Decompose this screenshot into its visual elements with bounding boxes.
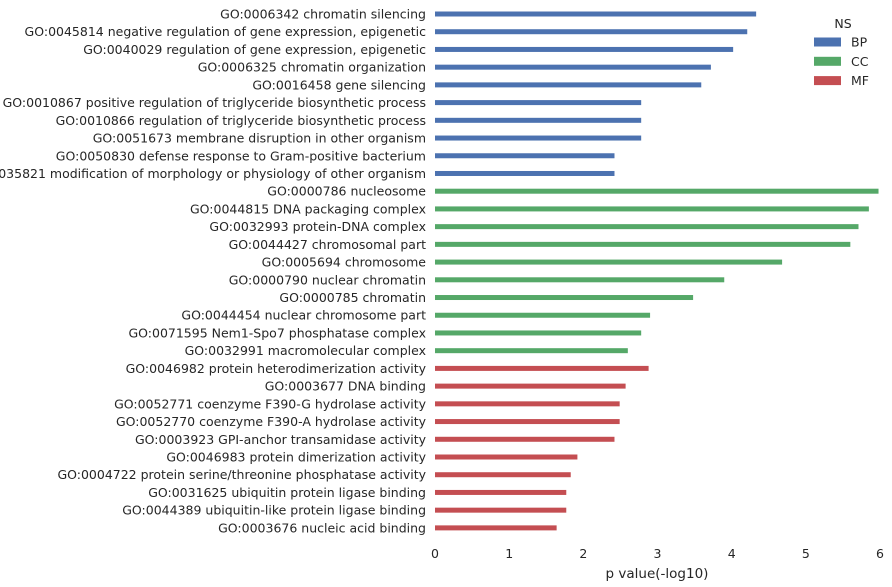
legend-swatch-bp bbox=[814, 37, 841, 47]
bar-mf bbox=[435, 489, 567, 495]
category-label: GO:0000785 chromatin bbox=[279, 290, 426, 305]
bar-cc bbox=[435, 277, 725, 283]
legend-label-bp: BP bbox=[851, 35, 868, 50]
legend-swatch-mf bbox=[814, 76, 841, 86]
category-label: GO:0046982 protein heterodimerization ac… bbox=[126, 361, 427, 376]
category-label: GO:0046983 protein dimerization activity bbox=[166, 450, 426, 465]
x-tick-label: 2 bbox=[579, 546, 587, 561]
bar-bp bbox=[435, 100, 642, 106]
bar-mf bbox=[435, 507, 567, 513]
x-tick-label: 1 bbox=[505, 546, 513, 561]
category-label: GO:0044389 ubiquitin-like protein ligase… bbox=[122, 503, 426, 518]
category-label: GO:0040029 regulation of gene expression… bbox=[83, 42, 426, 57]
category-label: GO:0000790 nuclear chromatin bbox=[229, 272, 426, 287]
category-label: GO:0010866 regulation of triglyceride bi… bbox=[56, 113, 426, 128]
bar-bp bbox=[435, 82, 702, 88]
bar-cc bbox=[435, 206, 869, 212]
category-label: GO:0006325 chromatin organization bbox=[198, 60, 426, 75]
bar-mf bbox=[435, 454, 578, 460]
category-label: GO:0035821 modification of morphology or… bbox=[0, 166, 426, 181]
bar-mf bbox=[435, 401, 620, 407]
bar-bp bbox=[435, 153, 615, 159]
category-label: GO:0044427 chromosomal part bbox=[229, 237, 426, 252]
category-label: GO:0032993 protein-DNA complex bbox=[209, 219, 426, 234]
legend: NS BP CC MF bbox=[814, 16, 869, 88]
x-tick-label: 0 bbox=[431, 546, 439, 561]
bar-mf bbox=[435, 525, 557, 531]
category-label: GO:0052770 coenzyme F390-A hydrolase act… bbox=[116, 414, 427, 429]
category-labels: GO:0006342 chromatin silencing GO:0045814… bbox=[0, 7, 427, 536]
x-axis-ticks: 0 1 2 3 4 5 6 bbox=[431, 546, 884, 561]
category-label: GO:0052771 coenzyme F390-G hydrolase act… bbox=[114, 396, 427, 411]
bar-bp bbox=[435, 170, 615, 176]
category-label: GO:0010867 positive regulation of trigly… bbox=[3, 95, 426, 110]
legend-items: BP CC MF bbox=[814, 35, 869, 88]
x-tick-label: 6 bbox=[876, 546, 884, 561]
legend-title: NS bbox=[834, 16, 851, 31]
category-label: GO:0045814 negative regulation of gene e… bbox=[25, 24, 427, 39]
bar-cc bbox=[435, 312, 651, 318]
bar-bp bbox=[435, 46, 734, 52]
bar-mf bbox=[435, 472, 571, 478]
legend-label-mf: MF bbox=[851, 73, 869, 88]
category-label: GO:0044815 DNA packaging complex bbox=[190, 201, 426, 216]
bar-cc bbox=[435, 330, 642, 336]
bars-layer bbox=[435, 11, 879, 531]
bar-bp bbox=[435, 135, 642, 141]
bar-mf bbox=[435, 419, 620, 425]
category-label: GO:0050830 defense response to Gram-posi… bbox=[56, 148, 426, 163]
bar-mf bbox=[435, 436, 615, 442]
bar-bp bbox=[435, 117, 642, 123]
legend-label-cc: CC bbox=[851, 54, 869, 69]
category-label: GO:0044454 nuclear chromosome part bbox=[181, 308, 426, 323]
category-label: GO:0032991 macromolecular complex bbox=[185, 343, 426, 358]
category-label: GO:0003676 nucleic acid binding bbox=[218, 520, 426, 535]
bar-bp bbox=[435, 11, 757, 17]
category-label: GO:0003677 DNA binding bbox=[265, 379, 426, 394]
category-label: GO:0016458 gene silencing bbox=[252, 77, 426, 92]
bar-cc bbox=[435, 348, 628, 354]
category-label: GO:0004722 protein serine/threonine phos… bbox=[57, 467, 426, 482]
category-label: GO:0031625 ubiquitin protein ligase bind… bbox=[148, 485, 426, 500]
bar-bp bbox=[435, 64, 711, 70]
category-label: GO:0000786 nucleosome bbox=[267, 184, 426, 199]
bar-cc bbox=[435, 224, 859, 230]
legend-swatch-cc bbox=[814, 56, 841, 66]
category-label: GO:0006342 chromatin silencing bbox=[220, 7, 426, 22]
category-label: GO:0051673 membrane disruption in other … bbox=[93, 131, 426, 146]
bar-cc bbox=[435, 295, 694, 301]
bar-cc bbox=[435, 259, 783, 265]
bar-bp bbox=[435, 29, 748, 35]
bar-mf bbox=[435, 383, 626, 389]
category-label: GO:0005694 chromosome bbox=[262, 255, 427, 270]
x-tick-label: 3 bbox=[654, 546, 662, 561]
bar-cc bbox=[435, 188, 879, 194]
category-label: GO:0071595 Nem1-Spo7 phosphatase complex bbox=[128, 325, 426, 340]
x-axis-title: p value(-log10) bbox=[606, 566, 709, 582]
bar-mf bbox=[435, 365, 649, 371]
x-tick-label: 5 bbox=[802, 546, 810, 561]
category-label: GO:0003923 GPI-anchor transamidase activ… bbox=[135, 432, 427, 447]
x-tick-label: 4 bbox=[728, 546, 736, 561]
bar-cc bbox=[435, 241, 851, 247]
